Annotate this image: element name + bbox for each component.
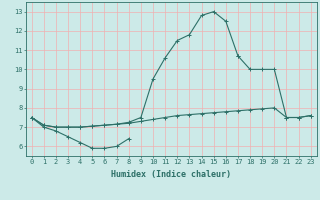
X-axis label: Humidex (Indice chaleur): Humidex (Indice chaleur) <box>111 170 231 179</box>
